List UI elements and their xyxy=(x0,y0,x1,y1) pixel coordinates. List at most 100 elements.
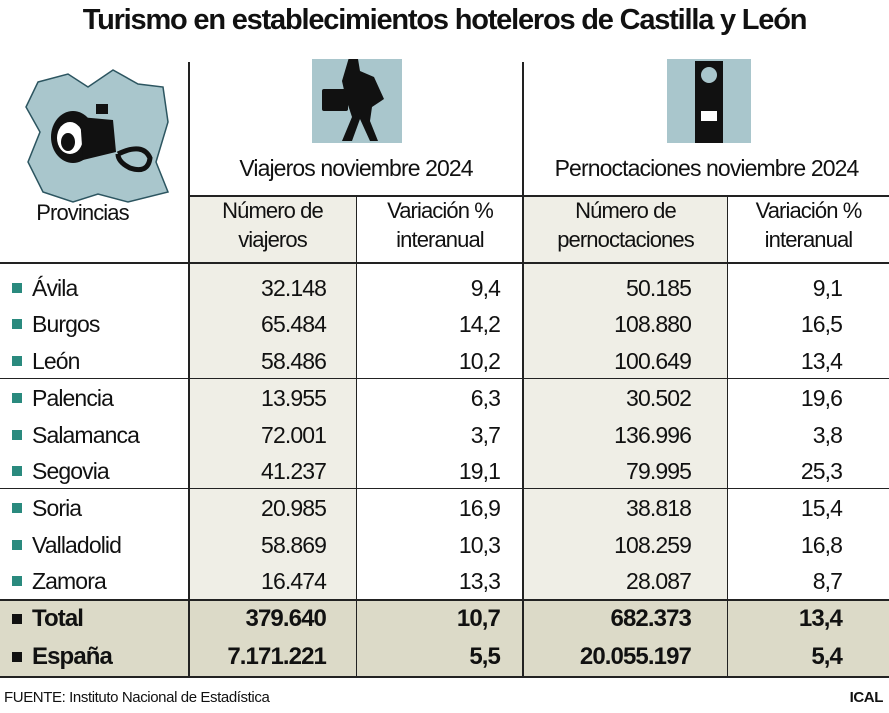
variacion-pernoctaciones: 9,1 xyxy=(812,274,843,301)
num-pernoctaciones: 108.880 xyxy=(614,310,692,337)
province-name: Zamora xyxy=(0,568,188,595)
num-viajeros: 72.001 xyxy=(261,421,327,448)
province-name: España xyxy=(0,643,188,671)
province-label: Segovia xyxy=(32,457,110,484)
group-header-viajeros: Viajeros noviembre 2024 xyxy=(239,155,473,181)
bullet-icon xyxy=(12,614,22,624)
totals-band xyxy=(0,600,889,676)
table-row: Burgos 65.484 14,2 108.880 16,5 xyxy=(0,306,889,342)
divider xyxy=(522,62,524,676)
province-name: León xyxy=(0,348,188,375)
bullet-icon xyxy=(12,356,22,366)
bullet-icon xyxy=(12,393,22,403)
num-viajeros: 379.640 xyxy=(245,605,327,632)
table-row: Palencia 13.955 6,3 30.502 19,6 xyxy=(0,380,889,416)
bullet-icon xyxy=(12,430,22,440)
province-name: Salamanca xyxy=(0,422,188,449)
variacion-viajeros: 9,4 xyxy=(470,274,501,301)
variacion-pernoctaciones: 15,4 xyxy=(800,494,843,521)
num-viajeros: 58.486 xyxy=(261,347,327,374)
province-name: Burgos xyxy=(0,311,188,338)
header-line: Número de xyxy=(575,198,677,223)
credit: ICAL xyxy=(849,689,884,706)
num-viajeros: 20.985 xyxy=(261,494,327,521)
page-title: Turismo en establecimientos hoteleros de… xyxy=(82,4,808,36)
bullet-icon xyxy=(12,652,22,662)
variacion-pernoctaciones: 25,3 xyxy=(800,457,843,484)
num-viajeros: 41.237 xyxy=(261,457,327,484)
num-pernoctaciones: 30.502 xyxy=(626,384,692,411)
header-provincias: Provincias xyxy=(36,200,129,225)
divider xyxy=(188,195,889,197)
bullet-icon xyxy=(12,283,22,293)
variacion-pernoctaciones: 13,4 xyxy=(798,605,843,632)
table-row: Ávila 32.148 9,4 50.185 9,1 xyxy=(0,270,889,306)
table-row: León 58.486 10,2 100.649 13,4 xyxy=(0,343,889,379)
total-row: España 7.171.221 5,5 20.055.197 5,4 xyxy=(0,639,889,675)
header-num-viajeros: Número de viajeros xyxy=(189,196,356,254)
group-header-pernoctaciones: Pernoctaciones noviembre 2024 xyxy=(554,155,860,181)
divider xyxy=(0,599,889,601)
variacion-viajeros: 19,1 xyxy=(458,457,501,484)
header-line: viajeros xyxy=(238,227,308,252)
variacion-viajeros: 10,7 xyxy=(456,605,501,632)
province-label: España xyxy=(32,643,113,670)
table-row: Segovia 41.237 19,1 79.995 25,3 xyxy=(0,453,889,489)
header-line: interanual xyxy=(764,227,854,252)
variacion-viajeros: 13,3 xyxy=(458,567,501,594)
source-note: FUENTE: Instituto Nacional de Estadístic… xyxy=(4,689,270,706)
variacion-pernoctaciones: 19,6 xyxy=(800,384,843,411)
num-pernoctaciones: 136.996 xyxy=(614,421,692,448)
variacion-pernoctaciones: 5,4 xyxy=(811,643,843,670)
header-line: Variación % xyxy=(755,198,863,223)
variacion-viajeros: 16,9 xyxy=(458,494,501,521)
total-row: Total 379.640 10,7 682.373 13,4 xyxy=(0,601,889,637)
num-pernoctaciones: 38.818 xyxy=(626,494,692,521)
door-hanger-bed-icon xyxy=(667,59,751,143)
num-viajeros: 16.474 xyxy=(261,567,327,594)
divider xyxy=(0,262,889,264)
province-label: Total xyxy=(32,605,84,632)
variacion-viajeros: 6,3 xyxy=(470,384,501,411)
province-label: Soria xyxy=(32,494,82,521)
num-pernoctaciones: 100.649 xyxy=(614,347,692,374)
province-name: Valladolid xyxy=(0,532,188,559)
variacion-pernoctaciones: 13,4 xyxy=(800,347,843,374)
province-label: Valladolid xyxy=(32,531,122,558)
variacion-pernoctaciones: 8,7 xyxy=(812,567,843,594)
divider xyxy=(188,62,190,676)
variacion-pernoctaciones: 16,8 xyxy=(800,531,843,558)
num-pernoctaciones: 108.259 xyxy=(614,531,692,558)
bullet-icon xyxy=(12,319,22,329)
province-name: Ávila xyxy=(0,275,188,302)
province-name: Segovia xyxy=(0,458,188,485)
table-row: Salamanca 72.001 3,7 136.996 3,8 xyxy=(0,417,889,453)
num-viajeros: 7.171.221 xyxy=(227,643,327,670)
bullet-icon xyxy=(12,503,22,513)
num-viajeros: 58.869 xyxy=(261,531,327,558)
variacion-pernoctaciones: 3,8 xyxy=(812,421,843,448)
divider xyxy=(0,676,889,678)
num-viajeros: 65.484 xyxy=(261,310,327,337)
num-viajeros: 32.148 xyxy=(261,274,327,301)
province-name: Total xyxy=(0,605,188,633)
num-pernoctaciones: 28.087 xyxy=(626,567,692,594)
variacion-pernoctaciones: 16,5 xyxy=(800,310,843,337)
header-num-pernoctaciones: Número de pernoctaciones xyxy=(524,196,727,254)
num-pernoctaciones: 20.055.197 xyxy=(579,643,692,670)
castilla-leon-map-camera-icon xyxy=(25,69,170,203)
province-label: Palencia xyxy=(32,384,114,411)
province-label: Ávila xyxy=(32,274,78,301)
divider xyxy=(356,196,357,676)
header-line: Número de xyxy=(222,198,324,223)
num-pernoctaciones: 50.185 xyxy=(626,274,692,301)
province-name: Palencia xyxy=(0,385,188,412)
divider xyxy=(0,378,889,379)
variacion-viajeros: 3,7 xyxy=(470,421,501,448)
table-row: Soria 20.985 16,9 38.818 15,4 xyxy=(0,490,889,526)
traveler-suitcase-icon xyxy=(312,54,402,143)
province-label: Burgos xyxy=(32,310,100,337)
header-line: interanual xyxy=(396,227,485,252)
variacion-viajeros: 10,2 xyxy=(458,347,501,374)
variacion-viajeros: 14,2 xyxy=(458,310,501,337)
